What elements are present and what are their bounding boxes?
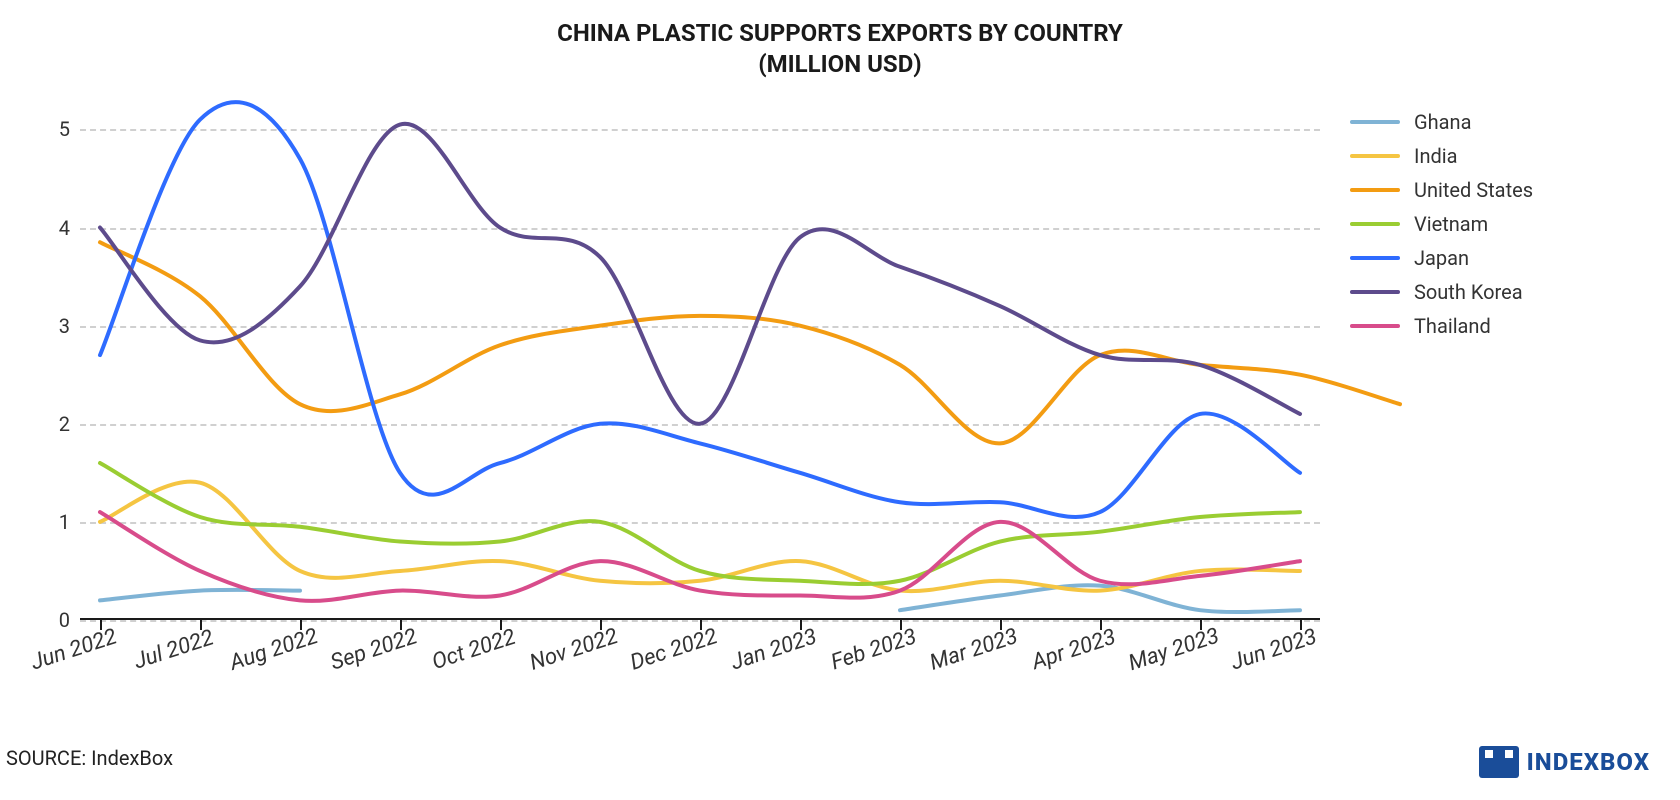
legend-label: Vietnam [1414,212,1488,236]
x-tick-label: Aug 2022 [227,624,321,676]
x-tick-label: Jan 2023 [728,624,820,675]
legend-label: South Korea [1414,280,1523,304]
legend-item-united-states: United States [1350,178,1630,202]
y-tick-label: 0 [40,608,70,632]
legend-label: Thailand [1414,314,1491,338]
legend-swatch [1350,324,1400,328]
x-tick-label: Jul 2022 [131,625,217,674]
series-line-japan [100,102,1300,517]
y-tick-label: 3 [40,314,70,338]
legend-label: United States [1414,178,1533,202]
y-tick-label: 4 [40,216,70,240]
x-tick-label: May 2023 [1126,624,1223,677]
legend-item-south-korea: South Korea [1350,280,1630,304]
indexbox-logo: INDEXBOX [1479,746,1650,778]
x-tick-label: Apr 2023 [1029,625,1119,676]
logo-icon [1479,746,1519,778]
x-tick-label: Dec 2022 [627,624,720,676]
x-tick-label: Sep 2022 [328,624,421,675]
legend-swatch [1350,188,1400,192]
x-axis-labels: Jun 2022Jul 2022Aug 2022Sep 2022Oct 2022… [80,630,1320,710]
legend-item-ghana: Ghana [1350,110,1630,134]
chart-title: CHINA PLASTIC SUPPORTS EXPORTS BY COUNTR… [0,0,1680,80]
legend-item-vietnam: Vietnam [1350,212,1630,236]
legend-label: Ghana [1414,110,1471,134]
chart-title-line1: CHINA PLASTIC SUPPORTS EXPORTS BY COUNTR… [0,18,1680,49]
legend-item-japan: Japan [1350,246,1630,270]
legend-swatch [1350,222,1400,226]
x-tick-label: Jun 2023 [1228,624,1320,675]
logo-text: INDEXBOX [1527,748,1650,776]
chart-title-line2: (MILLION USD) [0,49,1680,80]
y-tick-label: 2 [40,412,70,436]
series-line-south-korea [100,124,1300,424]
legend-item-india: India [1350,144,1630,168]
legend-label: Japan [1414,246,1469,270]
legend-swatch [1350,256,1400,260]
plot-area: 012345 [80,100,1320,620]
legend-item-thailand: Thailand [1350,314,1630,338]
x-tick-label: Nov 2022 [527,624,621,676]
legend-swatch [1350,154,1400,158]
series-line-vietnam [100,463,1300,584]
legend-swatch [1350,290,1400,294]
x-tick-label: Mar 2023 [927,624,1021,676]
source-text: SOURCE: IndexBox [6,746,173,770]
chart-lines [80,100,1320,620]
legend-swatch [1350,120,1400,124]
y-tick-label: 5 [40,117,70,141]
legend: Ghana India United States Vietnam Japan South… [1350,110,1630,348]
x-tick-label: Oct 2022 [429,625,519,675]
legend-label: India [1414,144,1458,168]
x-tick-label: Feb 2023 [828,624,920,675]
y-tick-label: 1 [40,510,70,534]
